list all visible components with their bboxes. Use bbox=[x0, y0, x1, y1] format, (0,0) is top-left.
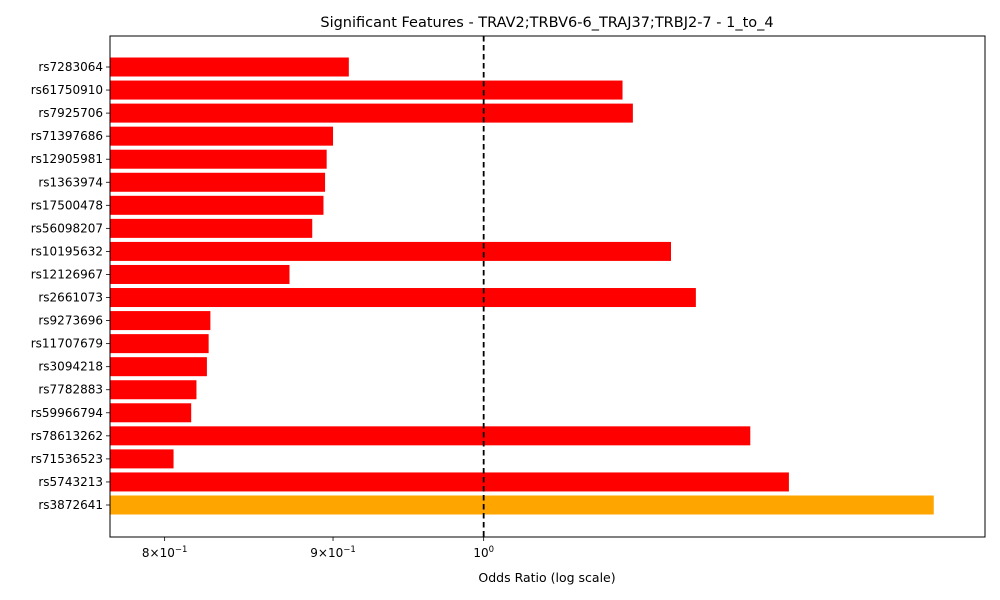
y-tick-label: rs12126967 bbox=[31, 267, 103, 281]
plot-frame bbox=[109, 35, 986, 538]
y-tick-label: rs5743213 bbox=[38, 475, 103, 489]
y-tick-label: rs2661073 bbox=[38, 291, 103, 305]
x-tick-label: 100 bbox=[473, 545, 494, 560]
y-tick-label: rs71536523 bbox=[31, 452, 103, 466]
y-tick-labels: rs7283064 rs61750910 rs7925706 rs71397686 rs… bbox=[31, 60, 110, 512]
bar-rs2661073 bbox=[110, 288, 696, 308]
y-tick-label: rs11707679 bbox=[31, 337, 103, 351]
bar-rs7782883 bbox=[110, 380, 197, 400]
bar-rs71536523 bbox=[110, 449, 174, 469]
y-tick-label: rs56098207 bbox=[31, 221, 103, 235]
y-tick-label: rs61750910 bbox=[31, 83, 103, 97]
bar-rs3872641 bbox=[110, 495, 934, 515]
x-tick-label: 9×10−1 bbox=[310, 545, 356, 560]
y-tick-label: rs59966794 bbox=[31, 406, 103, 420]
bar-rs7925706 bbox=[110, 103, 633, 123]
x-ticks: 8×10−1 9×10−1 100 bbox=[142, 537, 494, 560]
bar-rs3094218 bbox=[110, 357, 207, 377]
y-tick-label: rs78613262 bbox=[31, 429, 103, 443]
bars-group bbox=[110, 57, 934, 515]
bar-rs71397686 bbox=[110, 126, 334, 146]
bar-rs10195632 bbox=[110, 241, 671, 261]
bar-rs61750910 bbox=[110, 80, 623, 100]
y-tick-label: rs17500478 bbox=[31, 198, 103, 212]
bar-rs7283064 bbox=[110, 57, 349, 77]
y-tick-label: rs1363974 bbox=[38, 175, 103, 189]
bar-rs59966794 bbox=[110, 403, 192, 423]
bar-rs11707679 bbox=[110, 334, 209, 354]
bar-rs17500478 bbox=[110, 195, 324, 215]
y-tick-label: rs10195632 bbox=[31, 244, 103, 258]
bar-rs78613262 bbox=[110, 426, 751, 446]
bar-rs12905981 bbox=[110, 149, 327, 169]
bar-rs12126967 bbox=[110, 264, 290, 284]
y-tick-label: rs3094218 bbox=[38, 360, 103, 374]
y-tick-label: rs12905981 bbox=[31, 152, 103, 166]
y-tick-label: rs7782883 bbox=[38, 383, 103, 397]
x-axis-label: Odds Ratio (log scale) bbox=[478, 570, 615, 585]
y-tick-label: rs3872641 bbox=[38, 498, 103, 512]
chart-title: Significant Features - TRAV2;TRBV6-6_TRA… bbox=[320, 15, 773, 31]
y-tick-label: rs71397686 bbox=[31, 129, 103, 143]
y-tick-label: rs9273696 bbox=[38, 314, 103, 328]
y-tick-label: rs7283064 bbox=[38, 60, 103, 74]
bar-rs5743213 bbox=[110, 472, 789, 492]
bar-rs56098207 bbox=[110, 218, 313, 238]
bar-rs9273696 bbox=[110, 311, 211, 331]
x-tick-label: 8×10−1 bbox=[142, 545, 188, 560]
y-tick-label: rs7925706 bbox=[38, 106, 103, 120]
bar-rs1363974 bbox=[110, 172, 326, 192]
